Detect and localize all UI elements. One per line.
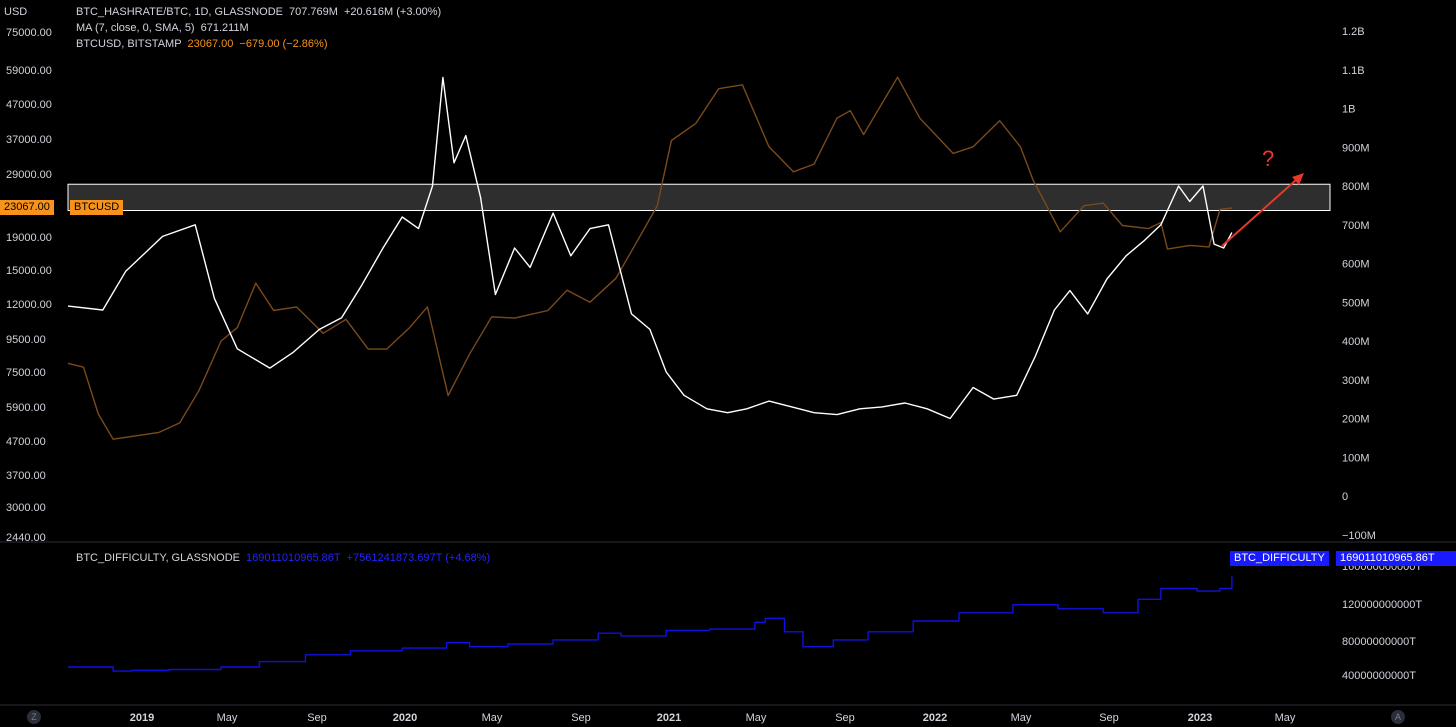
time-axis-tick: May (1275, 712, 1296, 724)
time-axis-tick: 2019 (130, 712, 154, 724)
difficulty-axis-tick: 80000000000T (1342, 636, 1416, 648)
time-axis-tick: Sep (835, 712, 855, 724)
left-axis-tick: 12000.00 (6, 299, 52, 311)
difficulty-tag-value-box: 169011010965.86T (1336, 551, 1456, 566)
time-axis-tick: 2023 (1188, 712, 1212, 724)
difficulty-line (68, 576, 1233, 672)
left-axis-tick: 19000.00 (6, 232, 52, 244)
legend-ma[interactable]: MA (7, close, 0, SMA, 5) 671.211M (76, 20, 255, 36)
left-axis-tick: 4700.00 (6, 436, 46, 448)
right-axis-tick: 700M (1342, 220, 1370, 232)
legend-difficulty-name: BTC_DIFFICULTY, GLASSNODE (76, 552, 241, 564)
difficulty-tag-label: BTC_DIFFICULTY (1234, 552, 1325, 564)
time-axis-tick: May (746, 712, 767, 724)
time-axis-tick: May (217, 712, 238, 724)
left-axis-tick: 29000.00 (6, 169, 52, 181)
right-axis-tick: 900M (1342, 142, 1370, 154)
time-axis-tick: May (1011, 712, 1032, 724)
time-axis-tick: 2022 (923, 712, 947, 724)
left-axis-tick: 15000.00 (6, 265, 52, 277)
right-axis-tick: 0 (1342, 491, 1348, 503)
price-tag: 23067.00 (0, 200, 54, 215)
legend-difficulty-change: +7561241873.697T (+4.68%) (346, 552, 491, 564)
hashrate-line (67, 76, 1233, 420)
left-axis-tick: 3700.00 (6, 470, 46, 482)
left-axis-tick: 5900.00 (6, 402, 46, 414)
price-tag-value: 23067.00 (4, 201, 50, 213)
auto-scale-button[interactable]: A (1391, 710, 1405, 724)
legend-btcusd-name: BTCUSD, BITSTAMP (76, 38, 182, 50)
time-axis-tick: Sep (1099, 712, 1119, 724)
legend-difficulty[interactable]: BTC_DIFFICULTY, GLASSNODE 169011010965.86… (76, 550, 496, 566)
btcusd-line (67, 76, 1232, 440)
right-axis-tick: 800M (1342, 181, 1370, 193)
legend-hashrate-name: BTC_HASHRATE/BTC, 1D, GLASSNODE (76, 6, 284, 18)
left-axis-tick: 7500.00 (6, 367, 46, 379)
currency-label: USD (4, 6, 28, 18)
left-axis-tick: 47000.00 (6, 99, 52, 111)
legend-ma-name: MA (7, close, 0, SMA, 5) (76, 22, 195, 34)
right-axis-tick: 400M (1342, 336, 1370, 348)
difficulty-tag-value: 169011010965.86T (1340, 552, 1435, 564)
left-axis-tick: 75000.00 (6, 27, 52, 39)
price-tag-label-box: BTCUSD (70, 200, 124, 215)
time-axis-tick: May (482, 712, 503, 724)
legend-hashrate-value: 707.769M (289, 6, 338, 18)
right-axis-tick: 600M (1342, 259, 1370, 271)
legend-btcusd-value: 23067.00 (187, 38, 234, 50)
difficulty-axis-tick: 120000000000T (1342, 599, 1422, 611)
legend-difficulty-value: 169011010965.86T (246, 552, 341, 564)
right-axis-tick: 200M (1342, 414, 1370, 426)
left-axis-tick: 59000.00 (6, 65, 52, 77)
right-axis-tick: 300M (1342, 375, 1370, 387)
trend-arrow-line (1221, 179, 1297, 247)
time-axis-tick: Sep (307, 712, 327, 724)
price-tag-label: BTCUSD (74, 201, 120, 213)
question-annotation: ? (1262, 146, 1275, 171)
legend-ma-value: 671.211M (200, 22, 249, 34)
right-axis-tick: 1.1B (1342, 65, 1365, 77)
right-axis-tick: 100M (1342, 452, 1370, 464)
difficulty-axis-tick: 40000000000T (1342, 670, 1416, 682)
difficulty-tag: BTC_DIFFICULTY (1230, 551, 1329, 566)
resistance-zone (67, 183, 1331, 212)
left-axis-tick: 37000.00 (6, 134, 52, 146)
time-axis-tick: 2020 (393, 712, 417, 724)
right-axis-tick: 1B (1342, 104, 1355, 116)
left-axis-tick: 9500.00 (6, 334, 46, 346)
timezone-button[interactable]: Z (27, 710, 41, 724)
time-axis-tick: Sep (571, 712, 591, 724)
time-axis-tick: 2021 (657, 712, 681, 724)
legend-hashrate-change: +20.616M (+3.00%) (343, 6, 442, 18)
right-axis-tick: −100M (1342, 530, 1376, 542)
legend-btcusd[interactable]: BTCUSD, BITSTAMP 23067.00 −679.00 (−2.86%) (76, 36, 334, 52)
right-axis-tick: 500M (1342, 297, 1370, 309)
left-axis-tick: 3000.00 (6, 502, 46, 514)
trend-arrow-head (1292, 173, 1304, 185)
legend-btcusd-change: −679.00 (−2.86%) (239, 38, 328, 50)
legend-hashrate[interactable]: BTC_HASHRATE/BTC, 1D, GLASSNODE 707.769M +… (76, 4, 447, 20)
left-axis-tick: 2440.00 (6, 532, 46, 544)
right-axis-tick: 1.2B (1342, 26, 1365, 38)
